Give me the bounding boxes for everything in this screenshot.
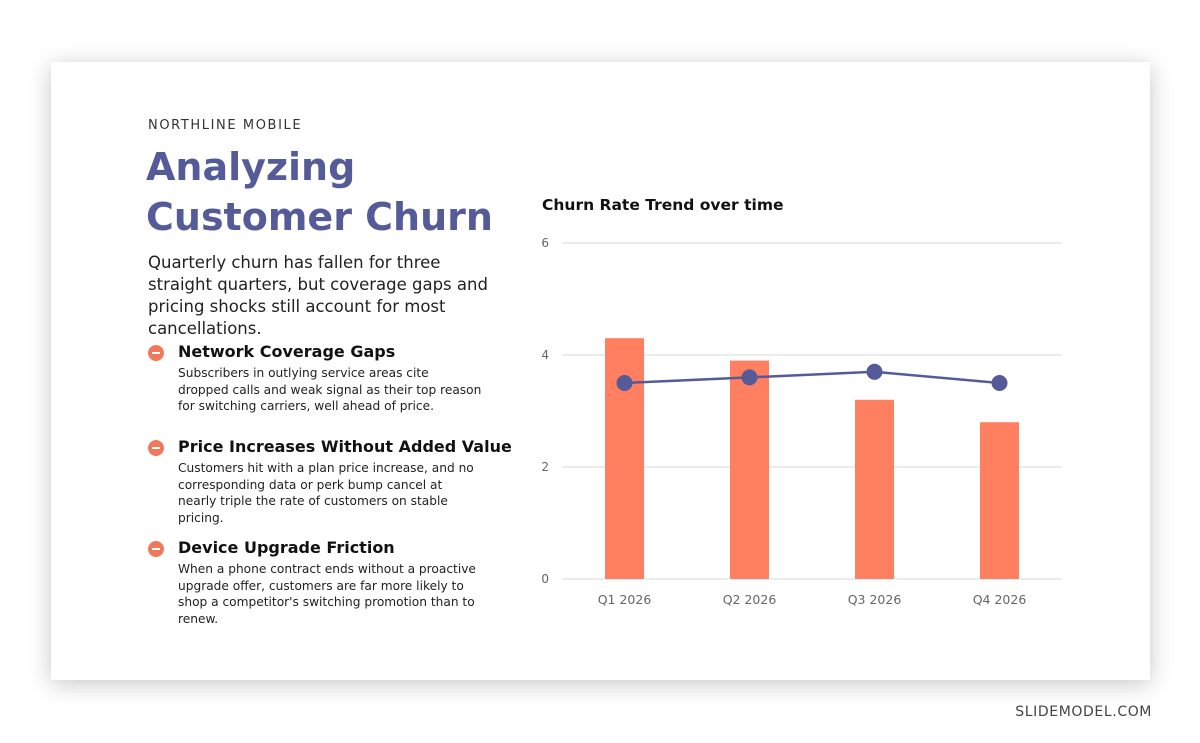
item-title: Network Coverage Gaps [178,342,396,361]
bar [855,399,894,579]
page-subtitle: Quarterly churn has fallen for three str… [148,253,488,338]
chart-title: Churn Rate Trend over time [542,196,784,214]
minus-circle-icon [148,541,164,557]
brand-label: NORTHLINE MOBILE [148,118,303,133]
x-tick-label: Q1 2026 [598,592,652,607]
x-tick-label: Q2 2026 [723,592,777,607]
y-tick-label: 0 [541,572,549,586]
y-tick-label: 2 [541,460,549,474]
bar [980,422,1019,579]
line-point [616,375,633,391]
y-tick-label: 4 [541,348,549,362]
item-body: Customers hit with a plan price increase… [178,461,474,525]
line-point [741,369,758,386]
minus-circle-icon [148,345,164,361]
minus-circle-icon [148,440,164,456]
x-tick-label: Q4 2026 [973,592,1027,607]
item-title: Price Increases Without Added Value [178,437,512,456]
x-tick-label: Q3 2026 [848,592,902,607]
footer-brand: SLIDEMODEL.COM [1015,704,1152,720]
bar [605,338,644,579]
y-tick-label: 6 [541,236,549,250]
item-body: Subscribers in outlying service areas ci… [178,366,482,413]
item-title: Device Upgrade Friction [178,538,395,557]
line-point [866,363,883,380]
series-line [624,370,1000,385]
line-point [991,375,1008,391]
churn-chart: 0 2 4 6 Q1 2026 Q2 2026 Q3 2026 Q4 2026 [541,236,1062,607]
item-body: When a phone contract ends without a pro… [178,562,476,626]
page-title: Analyzing Customer Churn [146,145,493,239]
slide: NORTHLINE MOBILE Analyzing Customer Chur… [51,62,1150,680]
bar [730,360,769,579]
